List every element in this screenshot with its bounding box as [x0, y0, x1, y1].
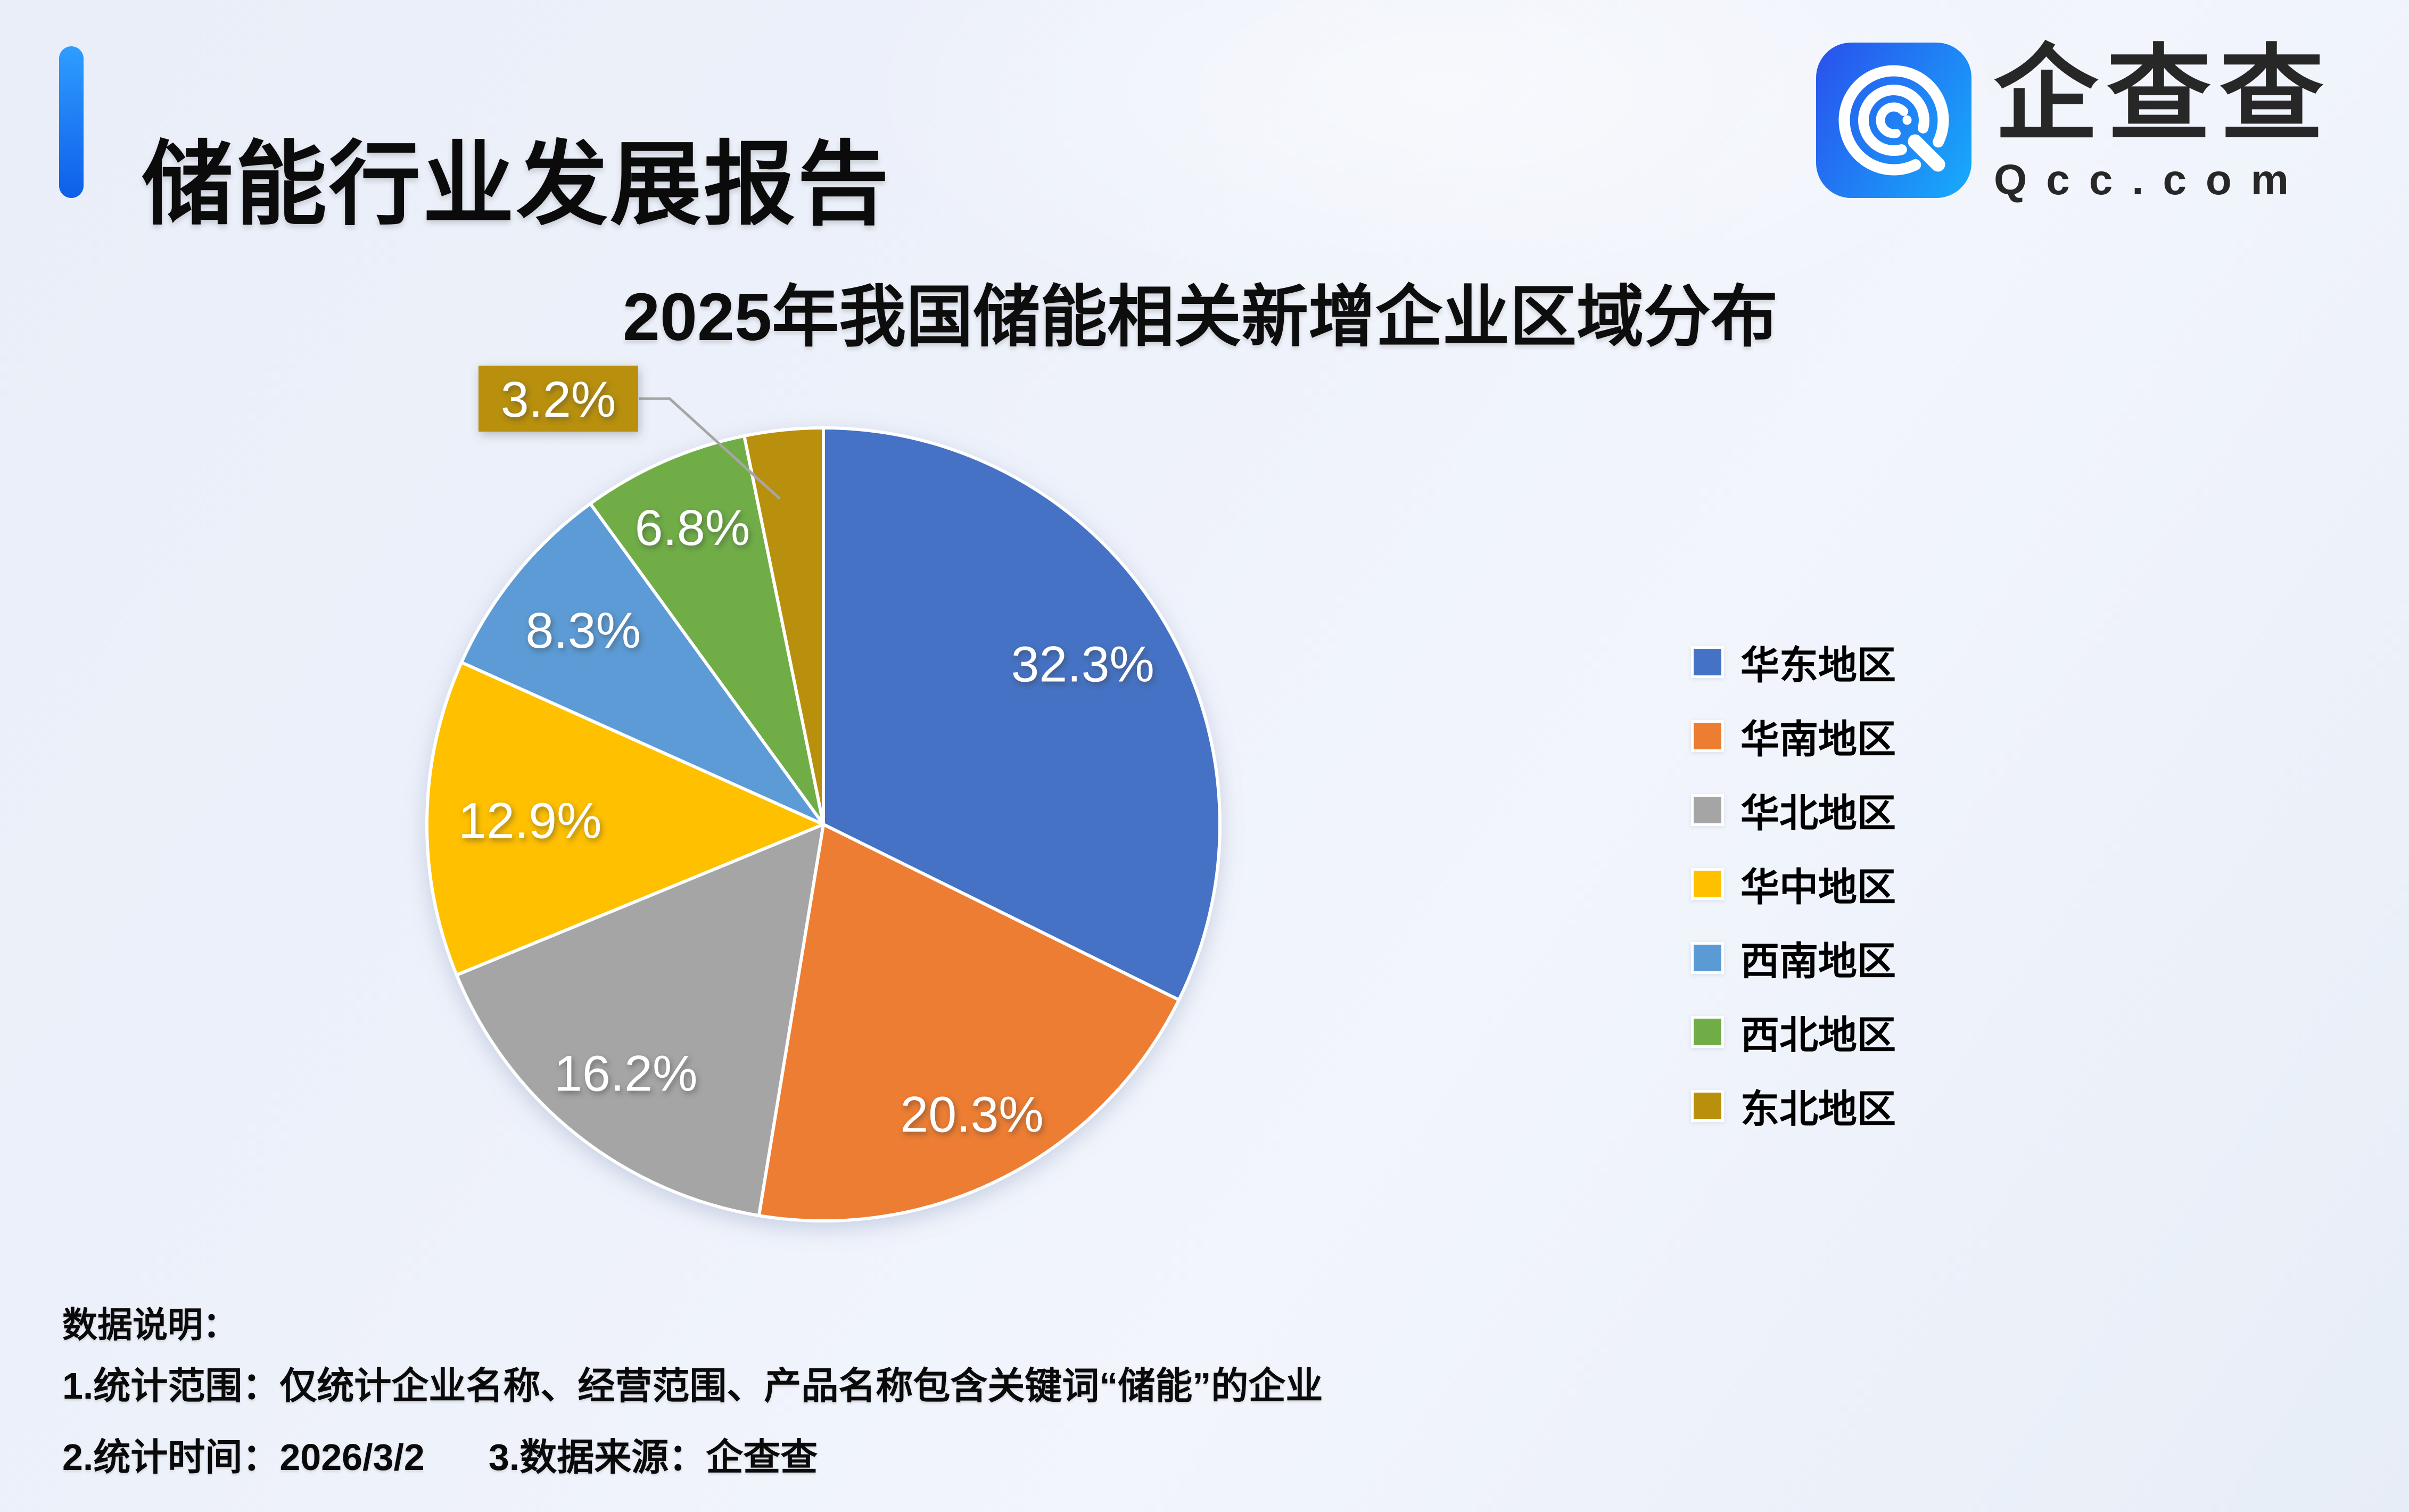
pie-slice-label: 8.3% — [526, 602, 641, 659]
pie-slice-labels: 32.3% 20.3% 16.2% 12.9% 8.3% 6.8% — [458, 500, 1154, 1143]
title-accent-bar — [59, 46, 84, 198]
legend-label: 西南地区 — [1740, 939, 1896, 983]
legend-label: 华北地区 — [1740, 791, 1896, 835]
pie-slice — [742, 426, 825, 826]
legend-swatch — [1691, 867, 1724, 900]
legend-swatch — [1691, 1089, 1724, 1122]
pie-slice-label: 6.8% — [635, 500, 750, 556]
legend-item: 华北地区 — [1691, 773, 1896, 847]
legend-swatch — [1691, 1015, 1724, 1048]
qcc-logo-icon — [1816, 43, 1971, 198]
legend-item: 西南地区 — [1691, 921, 1896, 995]
pie-slice — [455, 823, 825, 1218]
pie-callout: 3.2% — [478, 366, 781, 500]
callout-leader-line — [639, 397, 781, 500]
callout-box — [478, 366, 638, 432]
pie-slices — [425, 426, 1222, 1222]
chart-title: 2025年我国储能相关新增企业区域分布 — [622, 279, 1778, 354]
qcc-logo-text: 企查查 Qcc.com — [1994, 43, 2332, 201]
legend-label: 西北地区 — [1740, 1013, 1896, 1057]
pie-slice — [757, 823, 1181, 1222]
notes-data-source: 3.数据来源：企查查 — [488, 1436, 818, 1478]
notes-line-meta: 2.统计时间：2026/3/2 3.数据来源：企查查 — [62, 1427, 818, 1481]
legend-swatch — [1691, 646, 1724, 678]
chart-legend: 华东地区 华南地区 华北地区 华中地区 西南地区 西北地区 东北地区 — [1691, 625, 1896, 1143]
pie-slice — [822, 426, 1222, 1002]
qcc-logo-domain: Qcc.com — [1994, 156, 2308, 203]
pie-slice-label: 20.3% — [900, 1087, 1043, 1143]
legend-item: 西北地区 — [1691, 995, 1896, 1069]
legend-swatch — [1691, 794, 1724, 826]
pie-slice-label: 32.3% — [1011, 636, 1154, 692]
legend-item: 华东地区 — [1691, 625, 1896, 699]
legend-label: 东北地区 — [1740, 1087, 1896, 1131]
legend-label: 华南地区 — [1740, 717, 1896, 761]
callout-value-label: 3.2% — [501, 371, 616, 428]
pie-slice-label: 16.2% — [554, 1046, 697, 1102]
legend-label: 华东地区 — [1740, 643, 1896, 687]
pie-chart: 32.3% 20.3% 16.2% 12.9% 8.3% 6.8% 3.2% — [425, 366, 1222, 1222]
legend-item: 华中地区 — [1691, 847, 1896, 921]
qcc-logo: 企查查 Qcc.com — [1816, 43, 2332, 201]
qcc-logo-name: 企查查 — [1994, 36, 2333, 153]
page-title: 储能行业发展报告 — [142, 134, 891, 236]
legend-item: 华南地区 — [1691, 699, 1896, 773]
notes-stat-time: 2.统计时间：2026/3/2 — [62, 1436, 425, 1478]
legend-label: 华中地区 — [1740, 865, 1896, 909]
notes-heading: 数据说明： — [62, 1305, 238, 1344]
pie-slice — [589, 434, 825, 826]
notes-line-scope: 1.统计范围：仅统计企业名称、经营范围、产品名称包含关键词“储能”的企业 — [62, 1365, 1323, 1407]
legend-swatch — [1691, 720, 1724, 752]
legend-swatch — [1691, 941, 1724, 974]
pie-slice-label: 12.9% — [458, 793, 601, 849]
pie-slice — [425, 660, 825, 977]
legend-item: 东北地区 — [1691, 1069, 1896, 1143]
pie-slice — [460, 502, 825, 826]
